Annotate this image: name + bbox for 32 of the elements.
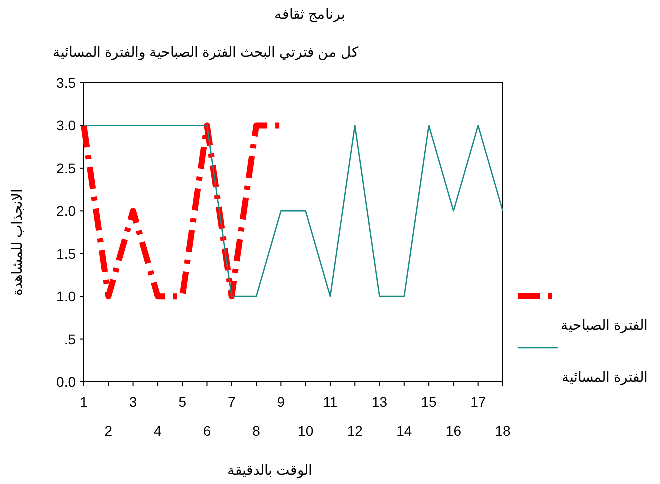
x-tick-label: 15 [421,394,438,410]
x-tick-label: 17 [470,394,486,410]
x-tick-label: 2 [104,423,113,439]
chart-title: برنامج ثقافه [274,6,346,23]
y-tick-label: 1.0 [56,288,76,305]
y-tick-label: 1.5 [56,246,76,262]
y-tick-label: 0.0 [56,374,76,390]
x-tick-label: 11 [323,394,338,410]
x-axis-title: الوقت بالدقيقة [228,462,312,479]
x-tick-label: 1 [80,394,88,410]
x-tick-label: 8 [252,423,261,439]
x-tick-label: 9 [277,394,286,410]
x-tick-label: 7 [228,394,236,410]
x-tick-label: 12 [347,423,364,439]
x-tick-label: 13 [372,394,388,410]
y-axis-title: الانجذاب للمشاهدة [9,189,25,296]
y-tick-label: .5 [64,331,76,348]
x-tick-label: 3 [129,394,138,410]
x-tick-label: 14 [396,423,412,439]
x-tick-label: 5 [178,394,187,410]
chart-subtitle: كل من فترتي البحث الفترة الصباحية والفترة المسائية [52,44,360,61]
x-tick-label: 16 [446,423,462,439]
x-tick-label: 18 [495,423,511,439]
y-tick-label: 2.0 [56,203,76,220]
y-tick-label: 3.0 [56,118,76,134]
x-tick-label: 4 [154,423,162,439]
text: الفترة الصباحية [561,317,648,334]
text: الفترة المسائية [562,369,648,386]
y-tick-label: 3.5 [56,75,76,91]
x-tick-label: 6 [203,423,212,439]
y-tick-label: 2.5 [56,160,76,176]
x-tick-label: 10 [298,423,314,439]
